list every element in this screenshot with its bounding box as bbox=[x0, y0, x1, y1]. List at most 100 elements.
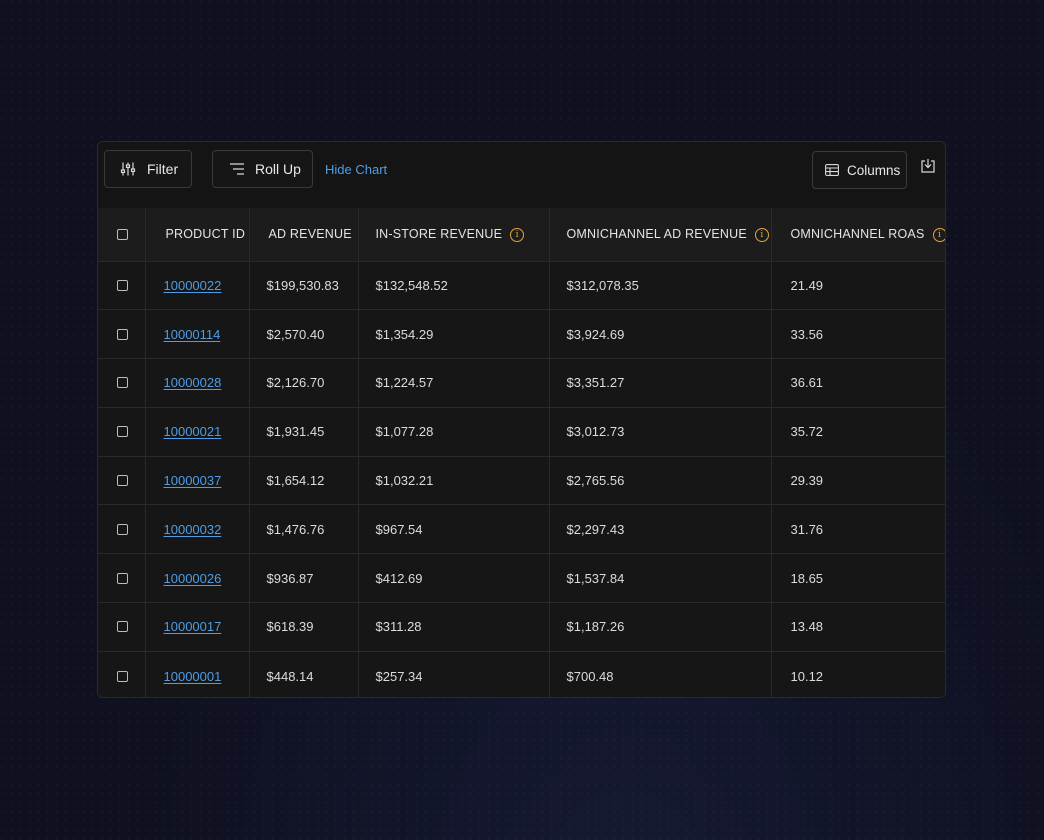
row-select-cell bbox=[98, 504, 146, 554]
row-checkbox[interactable] bbox=[117, 328, 128, 340]
product-id-link[interactable]: 10000022 bbox=[163, 277, 222, 293]
info-icon[interactable]: i bbox=[932, 227, 945, 242]
table-row: 10000001 $448.14 $257.34 $700.48 10.12 bbox=[98, 651, 945, 697]
roll-up-button[interactable]: Roll Up bbox=[212, 150, 313, 188]
ad-revenue-cell: $1,476.76 bbox=[249, 504, 359, 554]
rollup-lines-icon bbox=[230, 163, 244, 175]
row-checkbox[interactable] bbox=[117, 426, 128, 438]
table-row: 10000026 $936.87 $412.69 $1,537.84 18.65 bbox=[98, 553, 945, 603]
omnichannel-ad-revenue-cell: $312,078.35 bbox=[549, 261, 772, 310]
select-all-checkbox[interactable] bbox=[117, 228, 128, 240]
product-id-cell: 10000028 bbox=[145, 358, 250, 408]
row-select-cell bbox=[98, 553, 146, 603]
omnichannel-ad-revenue-cell: $3,924.69 bbox=[549, 309, 772, 359]
export-button[interactable] bbox=[920, 158, 936, 179]
omnichannel-ad-revenue-cell: $700.48 bbox=[549, 651, 772, 697]
row-checkbox[interactable] bbox=[117, 670, 128, 682]
filter-button[interactable]: Filter bbox=[104, 150, 192, 188]
in-store-revenue-cell: $257.34 bbox=[358, 651, 550, 697]
omnichannel-roas-cell: 13.48 bbox=[790, 619, 824, 635]
header-omnichannel-ad-revenue: OMNICHANNEL AD REVENUE bbox=[566, 226, 747, 241]
product-id-link[interactable]: 10000114 bbox=[163, 326, 221, 342]
product-id-link[interactable]: 10000001 bbox=[163, 668, 222, 684]
in-store-revenue-cell: $311.28 bbox=[358, 602, 550, 652]
ad-revenue-cell: $2,570.40 bbox=[249, 309, 359, 359]
header-in-store-revenue-cell[interactable]: IN-STORE REVENUE i bbox=[358, 208, 550, 261]
hide-chart-link[interactable]: Hide Chart bbox=[325, 162, 388, 177]
header-omnichannel-ad-revenue-cell[interactable]: OMNICHANNEL AD REVENUE i bbox=[549, 208, 772, 261]
table-row: 10000022 $199,530.83 $132,548.52 $312,078.3… bbox=[98, 261, 945, 310]
header-omnichannel-roas: OMNICHANNEL ROAS bbox=[790, 226, 925, 241]
columns-button[interactable]: Columns bbox=[812, 151, 907, 189]
ad-revenue-cell: $1,931.45 bbox=[249, 407, 359, 457]
table-row: 10000017 $618.39 $311.28 $1,187.26 13.48 bbox=[98, 602, 945, 652]
select-all-cell bbox=[98, 208, 146, 261]
product-id-link[interactable]: 10000037 bbox=[163, 473, 222, 489]
ad-revenue-cell: $199,530.83 bbox=[249, 261, 359, 310]
row-select-cell bbox=[98, 309, 146, 359]
omnichannel-roas-cell: 18.65 bbox=[790, 570, 824, 586]
ad-revenue-cell: $2,126.70 bbox=[249, 358, 359, 408]
omnichannel-ad-revenue-cell: $3,012.73 bbox=[549, 407, 772, 457]
product-table: PRODUCT ID AD REVENUE IN-STORE REVENUE i … bbox=[98, 208, 945, 697]
row-select-cell bbox=[98, 602, 146, 652]
omnichannel-roas-cell: 21.49 bbox=[790, 277, 824, 293]
info-icon[interactable]: i bbox=[510, 227, 525, 242]
omnichannel-roas-cell: 31.76 bbox=[790, 521, 824, 537]
omnichannel-ad-revenue-cell: $1,187.26 bbox=[549, 602, 772, 652]
product-id-cell: 10000022 bbox=[145, 261, 250, 310]
omnichannel-roas-cell: 33.56 bbox=[790, 326, 824, 342]
table-columns-icon bbox=[825, 164, 839, 176]
product-id-link[interactable]: 10000026 bbox=[163, 570, 222, 586]
product-id-cell: 10000037 bbox=[145, 456, 250, 505]
filter-label: Filter bbox=[147, 161, 179, 177]
product-id-cell: 10000017 bbox=[145, 602, 250, 652]
data-table-panel: Filter Roll Up Hide Chart Columns bbox=[97, 141, 946, 698]
in-store-revenue-cell: $1,354.29 bbox=[358, 309, 550, 359]
omnichannel-ad-revenue-cell: $1,537.84 bbox=[549, 553, 772, 603]
in-store-revenue-cell: $412.69 bbox=[358, 553, 550, 603]
ad-revenue-cell: $448.14 bbox=[249, 651, 359, 697]
product-id-cell: 10000021 bbox=[145, 407, 250, 457]
row-select-cell bbox=[98, 358, 146, 408]
row-select-cell bbox=[98, 407, 146, 457]
product-id-cell: 10000032 bbox=[145, 504, 250, 554]
product-id-link[interactable]: 10000028 bbox=[163, 375, 222, 391]
omnichannel-roas-cell: 29.39 bbox=[790, 473, 824, 489]
table-row: 10000028 $2,126.70 $1,224.57 $3,351.27 36.61 bbox=[98, 358, 945, 408]
header-product-id[interactable]: PRODUCT ID bbox=[145, 208, 250, 261]
product-id-link[interactable]: 10000032 bbox=[163, 521, 222, 537]
ad-revenue-cell: $618.39 bbox=[249, 602, 359, 652]
in-store-revenue-cell: $132,548.52 bbox=[358, 261, 550, 310]
product-id-link[interactable]: 10000021 bbox=[163, 424, 222, 440]
table-row: 10000114 $2,570.40 $1,354.29 $3,924.69 33.56 bbox=[98, 309, 945, 359]
toolbar: Filter Roll Up Hide Chart Columns bbox=[98, 142, 945, 208]
ad-revenue-cell: $1,654.12 bbox=[249, 456, 359, 505]
columns-label: Columns bbox=[847, 162, 901, 178]
header-omnichannel-roas-cell[interactable]: OMNICHANNEL ROAS i bbox=[771, 208, 945, 261]
omnichannel-ad-revenue-cell: $3,351.27 bbox=[549, 358, 772, 408]
row-checkbox[interactable] bbox=[117, 621, 128, 633]
omnichannel-roas-cell: 36.61 bbox=[790, 375, 824, 391]
header-in-store-revenue: IN-STORE REVENUE bbox=[375, 226, 503, 241]
header-ad-revenue[interactable]: AD REVENUE bbox=[249, 208, 359, 261]
row-checkbox[interactable] bbox=[117, 523, 128, 535]
in-store-revenue-cell: $1,224.57 bbox=[358, 358, 550, 408]
row-checkbox[interactable] bbox=[117, 572, 128, 584]
omnichannel-roas-cell: 35.72 bbox=[790, 424, 824, 440]
omnichannel-ad-revenue-cell: $2,297.43 bbox=[549, 504, 772, 554]
row-checkbox[interactable] bbox=[117, 377, 128, 389]
info-icon[interactable]: i bbox=[754, 227, 769, 242]
row-checkbox[interactable] bbox=[117, 279, 128, 291]
omnichannel-roas-cell: 10.12 bbox=[790, 668, 824, 684]
roll-up-label: Roll Up bbox=[255, 161, 301, 177]
product-id-cell: 10000114 bbox=[145, 309, 250, 359]
row-select-cell bbox=[98, 651, 146, 697]
row-checkbox[interactable] bbox=[117, 475, 128, 487]
row-select-cell bbox=[98, 456, 146, 505]
row-select-cell bbox=[98, 261, 146, 310]
product-id-link[interactable]: 10000017 bbox=[163, 619, 222, 635]
export-icon bbox=[921, 159, 935, 173]
in-store-revenue-cell: $1,032.21 bbox=[358, 456, 550, 505]
table-header-row: PRODUCT ID AD REVENUE IN-STORE REVENUE i … bbox=[98, 208, 945, 261]
